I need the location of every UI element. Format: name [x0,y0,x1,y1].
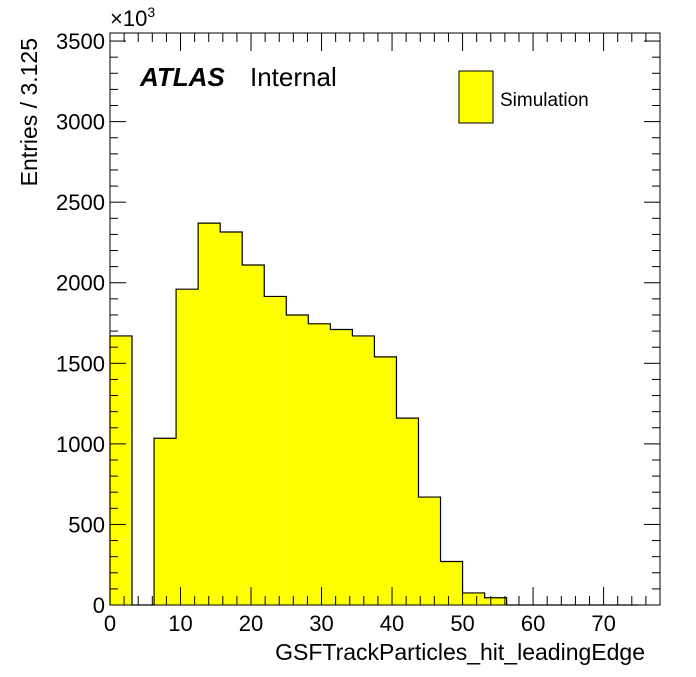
histogram-bar [484,597,507,605]
x-tick-label: 30 [309,611,333,636]
x-tick-label: 10 [168,611,192,636]
x-tick-label: 40 [380,611,404,636]
legend-swatch [458,70,494,124]
y-axis-multiplier: ×103 [110,4,155,31]
bars-layer [110,223,507,605]
histogram-bar [374,356,397,605]
histogram-bar [418,497,441,605]
x-tick-label: 20 [239,611,263,636]
histogram-bar [330,329,353,605]
x-tick-label: 60 [521,611,545,636]
tick-labels-layer: 0 10 20 30 40 50 60 70 0 500 1000 1500 2000 2500 3000 3… [56,29,616,636]
legend-entry-simulation: Simulation [500,90,589,111]
atlas-status: Internal [250,62,337,92]
y-tick-label: 2500 [56,190,105,215]
plot-frame [109,32,661,606]
histogram-bar [176,289,199,605]
histogram-bar [154,438,177,605]
y-tick-label: 500 [68,512,105,537]
ticks-layer [109,33,661,606]
y-tick-label: 3000 [56,110,105,135]
x-tick-label: 0 [104,611,116,636]
histogram-bar [286,314,309,605]
histogram-bar [352,335,375,605]
histogram-bar [462,592,485,605]
histogram-bar [110,335,133,605]
x-tick-label: 70 [591,611,615,636]
y-tick-label: 1000 [56,432,105,457]
y-axis-title: Entries / 3.125 [16,38,42,186]
x-axis-title: GSFTrackParticles_hit_leadingEdge [275,639,645,665]
x-tick-label: 50 [450,611,474,636]
y-tick-label: 3500 [56,29,105,54]
histogram-bar [242,265,265,605]
y-tick-label: 0 [93,593,105,618]
histogram-bar [440,561,463,605]
y-tick-label: 2000 [56,271,105,296]
histogram-outline [109,222,639,606]
histogram-outline-layer [109,222,639,606]
histogram-bar [264,296,287,605]
y-tick-label: 1500 [56,351,105,376]
histogram-bar [198,223,221,605]
histogram-bar [308,323,331,605]
histogram-bar [396,418,419,605]
histogram-bar [220,231,243,605]
atlas-label: ATLAS [139,62,225,92]
